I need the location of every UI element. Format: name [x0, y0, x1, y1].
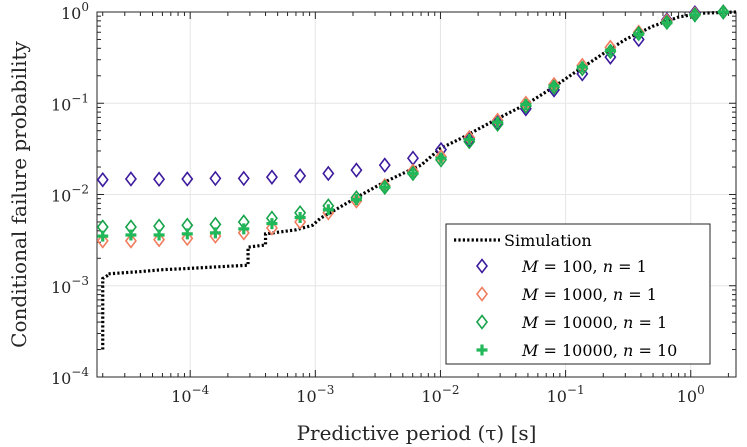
data-point [350, 162, 363, 178]
data-point [717, 6, 729, 18]
data-point [237, 170, 250, 187]
x-tick-label: 10−2 [421, 383, 459, 406]
data-point [153, 231, 166, 248]
data-point [265, 220, 278, 236]
data-point [633, 28, 645, 40]
data-point [660, 14, 673, 31]
data-point [435, 152, 447, 164]
data-point [632, 25, 645, 42]
data-point [294, 214, 307, 230]
legend-marker [475, 286, 489, 302]
legend-label: M = 1000, n = 1 [521, 285, 657, 304]
data-point [125, 229, 137, 241]
legend-box [445, 223, 711, 365]
data-point [463, 131, 476, 148]
data-point [576, 61, 588, 73]
data-point [604, 49, 617, 65]
data-point [97, 233, 109, 249]
data-point [238, 223, 250, 235]
y-axis-title: Conditional failure probability [7, 40, 31, 347]
data-point [717, 4, 730, 20]
data-point [406, 150, 419, 167]
x-tick-label: 100 [677, 383, 705, 406]
data-point [124, 171, 137, 187]
y-tick-label: 10−4 [51, 365, 89, 388]
data-point [153, 229, 165, 241]
data-point [492, 116, 504, 128]
data-point [97, 230, 109, 242]
data-point [322, 165, 335, 182]
data-point [153, 171, 166, 188]
y-tick-label: 10−2 [51, 183, 89, 206]
tick-labels: 10−4 10−3 10−2 10−1 100 10−4 10−3 10−2 10−1 100 [51, 0, 705, 406]
x-tick-label: 10−3 [296, 383, 334, 406]
data-point [237, 225, 250, 241]
data-point [632, 31, 645, 48]
x-tick-label: 10−1 [547, 383, 585, 406]
legend-label: M = 10000, n = 10 [521, 341, 677, 360]
data-point [407, 167, 419, 179]
y-tick-label: 100 [61, 0, 89, 23]
data-point [378, 157, 391, 173]
legend-marker [475, 258, 489, 274]
legend-label: M = 100, n = 1 [521, 257, 647, 276]
data-point [463, 134, 475, 146]
data-point [520, 98, 532, 110]
data-point [379, 181, 391, 193]
data-point [265, 169, 278, 185]
legend: Simulation M = 100, n = 1 M = 1000, n = 1 M… [445, 223, 711, 365]
data-point [378, 179, 391, 196]
ticks [97, 11, 736, 378]
x-axis-title: Predictive period (τ) [s] [297, 421, 537, 445]
data-point [294, 211, 306, 223]
data-point [209, 227, 221, 239]
data-point [181, 171, 194, 187]
data-point [322, 204, 334, 216]
simulation-line [101, 10, 737, 350]
data-point [661, 17, 673, 29]
data-point [548, 80, 560, 92]
data-point [97, 171, 109, 188]
data-point [350, 194, 362, 206]
legend-marker [475, 314, 489, 330]
data-point [688, 7, 701, 23]
data-point [604, 44, 616, 56]
series-2 [97, 4, 730, 249]
data-point [266, 218, 278, 230]
data-point [181, 228, 193, 240]
data-point [209, 170, 222, 187]
data-point [406, 165, 419, 182]
data-point [181, 230, 194, 247]
data-point [294, 168, 307, 184]
series-4 [97, 6, 729, 242]
data-point [124, 233, 137, 249]
series-layer [97, 4, 737, 350]
legend-simulation-label: Simulation [504, 231, 592, 250]
x-tick-label: 10−4 [171, 383, 209, 406]
legend-marker [476, 344, 488, 356]
y-tick-label: 10−3 [51, 274, 89, 297]
y-tick-label: 10−1 [51, 91, 89, 114]
data-point [689, 9, 701, 21]
legend-label: M = 10000, n = 1 [521, 313, 667, 332]
